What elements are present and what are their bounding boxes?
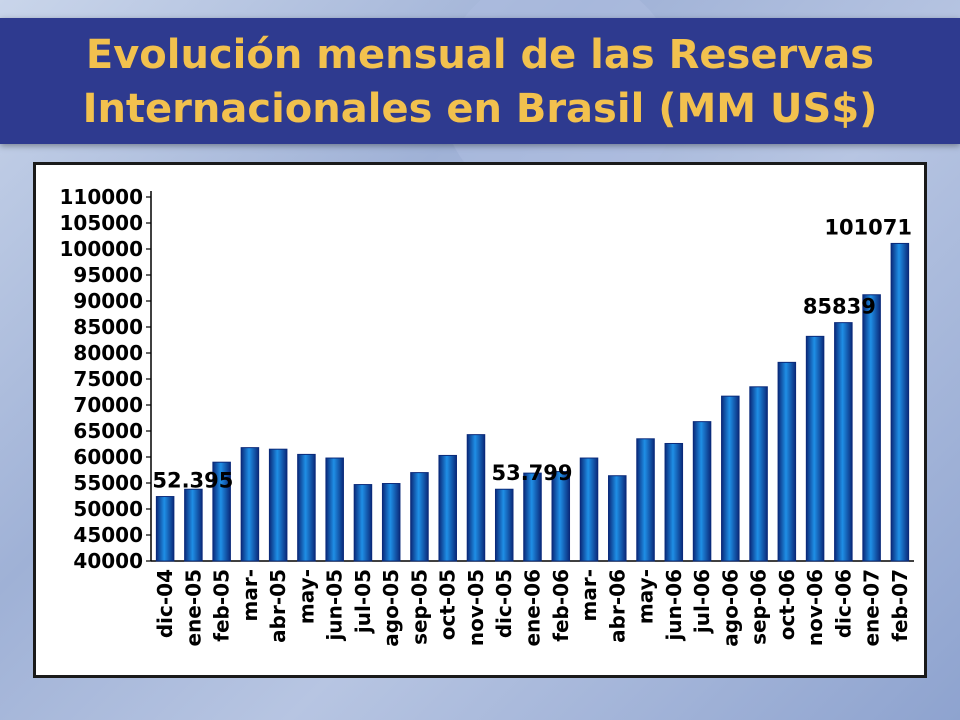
x-tick-label: jul-05 (351, 569, 375, 634)
x-tick-label: may- (634, 569, 658, 624)
y-tick-label: 70000 (73, 393, 143, 417)
bar (212, 461, 231, 562)
bar (438, 454, 457, 562)
x-tick-label: feb-07 (888, 569, 912, 642)
y-tick-label: 40000 (73, 549, 143, 573)
x-tick-label: sep-05 (407, 569, 431, 645)
bar (184, 488, 203, 562)
data-label: 101071 (824, 215, 912, 239)
x-tick-label: nov-05 (464, 569, 488, 646)
x-tick-label: sep-06 (747, 569, 771, 645)
bar (664, 442, 684, 562)
x-tick-label: ene-07 (860, 569, 884, 647)
x-tick-label: ago-06 (718, 569, 742, 647)
bar (890, 242, 910, 562)
x-tick-label: dic-06 (831, 569, 855, 638)
x-tick-label: may- (294, 569, 318, 624)
bar-chart: 4000045000500005500060000650007000075000… (60, 185, 914, 647)
y-tick-label: 75000 (73, 367, 143, 391)
x-tick-label: nov-06 (803, 569, 827, 646)
x-tick-label: dic-05 (492, 569, 516, 638)
x-tick-label: jul-06 (690, 569, 714, 634)
title-bar: Evolución mensual de las Reservas Intern… (0, 18, 960, 144)
title-line-2: Internacionales en Brasil (MM US$) (82, 86, 878, 132)
bar (608, 475, 627, 562)
x-tick-label: mar- (577, 569, 601, 622)
bar (636, 438, 655, 562)
x-tick-label: feb-05 (210, 569, 234, 642)
bar (721, 395, 740, 562)
x-tick-label: abr-05 (266, 569, 290, 643)
x-tick-label: oct-05 (436, 569, 460, 640)
bar (494, 488, 514, 562)
y-tick-label: 105000 (60, 211, 144, 235)
y-tick-label: 45000 (73, 523, 143, 547)
bar (579, 457, 599, 562)
x-tick-label: oct-06 (775, 569, 799, 640)
x-tick-label: jun-06 (662, 569, 686, 641)
data-label: 85839 (803, 295, 876, 319)
y-tick-label: 50000 (73, 497, 143, 521)
y-tick-label: 60000 (73, 445, 143, 469)
bar (353, 484, 373, 562)
y-tick-label: 95000 (73, 263, 143, 287)
bar (466, 434, 486, 562)
bar (381, 483, 401, 562)
y-tick-label: 85000 (73, 315, 143, 339)
x-tick-label: ene-06 (521, 569, 545, 647)
title-line-1: Evolución mensual de las Reservas (85, 32, 875, 78)
bar (325, 457, 344, 562)
x-tick-label: jun-05 (323, 569, 347, 641)
x-tick-label: mar- (238, 569, 262, 622)
bar (523, 472, 542, 562)
x-tick-label: abr-06 (605, 569, 629, 643)
bar (551, 471, 571, 562)
bar (862, 294, 881, 562)
data-label: 52.395 (152, 469, 233, 493)
x-tick-label: feb-06 (549, 569, 573, 642)
x-tick-label: ene-05 (181, 569, 205, 647)
y-tick-label: 100000 (60, 237, 144, 261)
y-tick-label: 65000 (73, 419, 143, 443)
bar (155, 496, 175, 562)
bar (240, 447, 260, 562)
bar (410, 472, 429, 562)
bar (805, 335, 825, 562)
bar (297, 453, 316, 562)
y-tick-label: 80000 (73, 341, 143, 365)
bar (268, 448, 288, 562)
bar (834, 322, 853, 562)
y-tick-label: 110000 (60, 185, 144, 209)
x-tick-label: dic-04 (153, 569, 177, 638)
y-tick-label: 55000 (73, 471, 143, 495)
chart-frame: 40000 45000 50000 55000 60000 65000 70000 75000… (33, 162, 927, 678)
bar (749, 386, 768, 562)
slide-title: Evolución mensual de las Reservas Intern… (0, 18, 960, 136)
bar (777, 361, 797, 562)
y-tick-label: 90000 (73, 289, 143, 313)
bar (692, 421, 712, 562)
x-tick-label: ago-05 (379, 569, 403, 647)
data-label: 53.799 (491, 461, 572, 485)
